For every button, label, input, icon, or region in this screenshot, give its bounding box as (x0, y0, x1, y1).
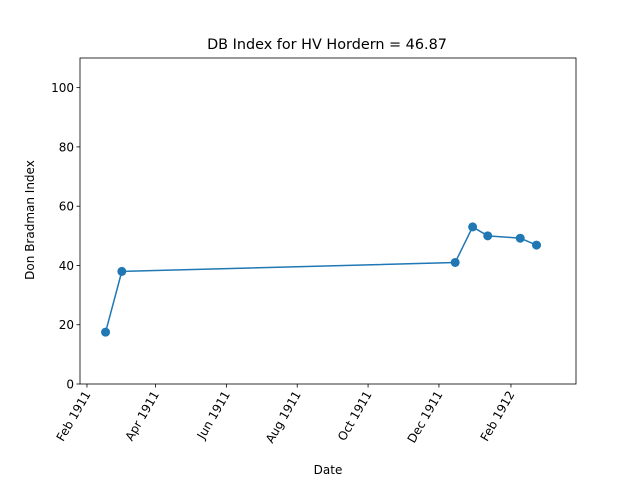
data-point (532, 240, 542, 250)
data-point (450, 257, 460, 267)
x-tick-label: Aug 1911 (263, 389, 304, 446)
y-tick-label: 40 (59, 259, 74, 273)
data-point (101, 327, 111, 337)
series-line (104, 226, 537, 333)
data-point (515, 233, 525, 243)
y-tick-label: 80 (59, 140, 74, 154)
x-tick-label: Apr 1911 (122, 389, 162, 444)
plot-area: 0 20 40 60 80 100 Feb 1911 Apr 1911 Jun 1911 Aug … (51, 57, 577, 446)
x-tick-label: Jun 1911 (194, 389, 233, 443)
y-axis-label: Don Bradman Index (23, 160, 37, 280)
y-tick-label: 0 (66, 378, 74, 392)
data-point (468, 222, 478, 232)
y-tick-label: 100 (51, 81, 74, 95)
y-tick-label: 20 (59, 318, 74, 332)
axes-frame (79, 57, 577, 385)
x-axis-label: Date (314, 463, 343, 477)
data-point (483, 231, 493, 241)
x-tick-label: Feb 1911 (54, 389, 94, 444)
x-tick-label: Dec 1911 (405, 389, 446, 446)
x-tick-label: Oct 1911 (335, 389, 375, 444)
x-tick-label: Feb 1912 (478, 389, 518, 444)
data-point (117, 266, 127, 276)
chart-title: DB Index for HV Hordern = 46.87 (207, 37, 447, 53)
y-tick-label: 60 (59, 200, 74, 214)
